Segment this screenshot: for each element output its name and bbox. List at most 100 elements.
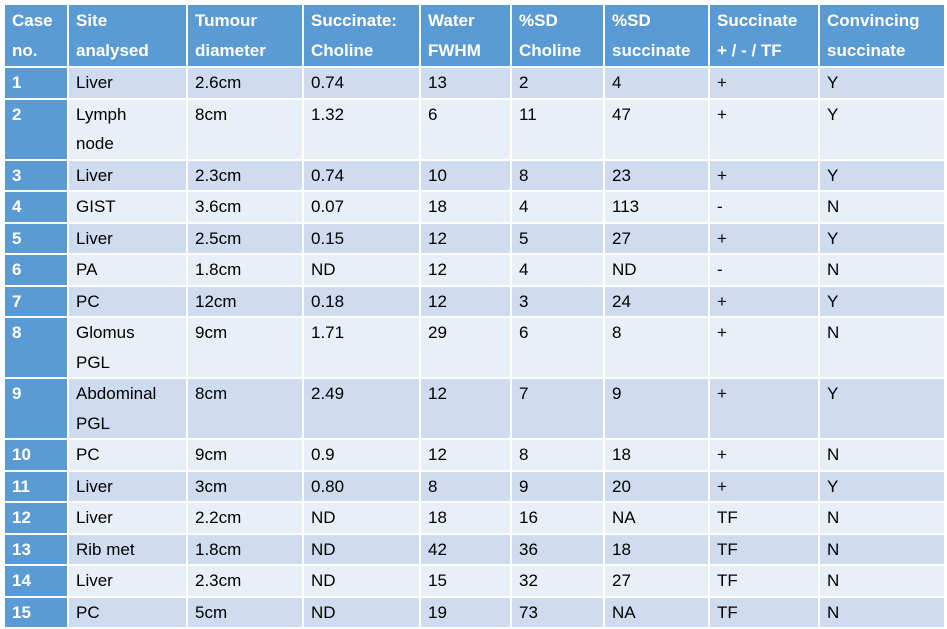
table-cell: Y — [820, 99, 944, 159]
case-number-cell: 9 — [5, 379, 67, 438]
table-cell: 29 — [421, 318, 510, 377]
table-cell: 9 — [512, 471, 603, 501]
table-cell: 6 — [512, 318, 603, 377]
table-cell: N — [820, 318, 944, 377]
case-number-cell: 11 — [5, 471, 67, 501]
table-cell: 8 — [421, 471, 510, 501]
case-number-cell: 14 — [5, 566, 67, 596]
table-cell: 1.32 — [304, 99, 419, 159]
table-cell: Glomus PGL — [69, 318, 186, 377]
table-cell: 73 — [512, 597, 603, 627]
table-cell: + — [710, 471, 818, 501]
table-cell: Liver — [69, 223, 186, 253]
table-cell: 0.74 — [304, 160, 419, 190]
table-cell: 12 — [421, 440, 510, 470]
table-cell: TF — [710, 597, 818, 627]
table-cell: Y — [820, 68, 944, 98]
table-cell: 0.9 — [304, 440, 419, 470]
table-cell: 11 — [512, 99, 603, 159]
table-cell: 27 — [605, 566, 708, 596]
case-number-cell: 10 — [5, 440, 67, 470]
table-cell: N — [820, 255, 944, 285]
table-cell: ND — [605, 255, 708, 285]
table-cell: 12 — [421, 223, 510, 253]
table-cell: - — [710, 255, 818, 285]
table-cell: ND — [304, 597, 419, 627]
page: Case no. Site analysed Tumour diameter Succ… — [5, 5, 944, 627]
table-cell: 0.80 — [304, 471, 419, 501]
table-row: 12 Liver 2.2cm ND 18 16 NA TF N — [5, 503, 944, 533]
table-cell: 10 — [421, 160, 510, 190]
table-cell: 5 — [512, 223, 603, 253]
table-cell: 6 — [421, 99, 510, 159]
table-cell: 1.71 — [304, 318, 419, 377]
table-cell: 2.49 — [304, 379, 419, 438]
table-cell: 42 — [421, 534, 510, 564]
table-cell: PC — [69, 440, 186, 470]
table-cell: 9 — [605, 379, 708, 438]
table-cell: 16 — [512, 503, 603, 533]
table-row: 13 Rib met 1.8cm ND 42 36 18 TF N — [5, 534, 944, 564]
table-cell: 27 — [605, 223, 708, 253]
table-cell: PC — [69, 286, 186, 316]
table-cell: 113 — [605, 192, 708, 222]
table-cell: 0.07 — [304, 192, 419, 222]
table-cell: 4 — [512, 192, 603, 222]
table-cell: 20 — [605, 471, 708, 501]
table-row: 2 Lymph node 8cm 1.32 6 11 47 + Y — [5, 99, 944, 159]
table-cell: 8 — [512, 160, 603, 190]
table-row: 11 Liver 3cm 0.80 8 9 20 + Y — [5, 471, 944, 501]
table-cell: 24 — [605, 286, 708, 316]
case-number-cell: 1 — [5, 68, 67, 98]
table-cell: 8cm — [188, 379, 302, 438]
table-cell: 2.2cm — [188, 503, 302, 533]
table-cell: 15 — [421, 566, 510, 596]
table-cell: + — [710, 440, 818, 470]
header-cell: Tumour diameter — [188, 5, 302, 66]
table-cell: 2 — [512, 68, 603, 98]
case-number-cell: 7 — [5, 286, 67, 316]
table-cell: Abdominal PGL — [69, 379, 186, 438]
table-cell: 1.8cm — [188, 534, 302, 564]
table-cell: Liver — [69, 160, 186, 190]
table-cell: Y — [820, 379, 944, 438]
table-cell: N — [820, 566, 944, 596]
table-row: 7 PC 12cm 0.18 12 3 24 + Y — [5, 286, 944, 316]
case-number-cell: 3 — [5, 160, 67, 190]
table-cell: 18 — [605, 534, 708, 564]
table-cell: ND — [304, 255, 419, 285]
header-cell: Convincing succinate — [820, 5, 944, 66]
header-cell: Water FWHM — [421, 5, 510, 66]
table-cell: 8 — [512, 440, 603, 470]
table-cell: N — [820, 503, 944, 533]
table-cell: 0.74 — [304, 68, 419, 98]
table-cell: 3.6cm — [188, 192, 302, 222]
table-cell: 2.5cm — [188, 223, 302, 253]
header-row: Case no. Site analysed Tumour diameter Succ… — [5, 5, 944, 66]
table-cell: 9cm — [188, 440, 302, 470]
table-cell: Y — [820, 223, 944, 253]
table-row: 1 Liver 2.6cm 0.74 13 2 4 + Y — [5, 68, 944, 98]
table-cell: Rib met — [69, 534, 186, 564]
table-cell: ND — [304, 566, 419, 596]
header-cell: Case no. — [5, 5, 67, 66]
table-row: 10 PC 9cm 0.9 12 8 18 + N — [5, 440, 944, 470]
table-cell: 7 — [512, 379, 603, 438]
table-cell: - — [710, 192, 818, 222]
table-cell: Y — [820, 160, 944, 190]
table-cell: N — [820, 597, 944, 627]
table-cell: + — [710, 286, 818, 316]
table-row: 4 GIST 3.6cm 0.07 18 4 113- N — [5, 192, 944, 222]
table-cell: 0.18 — [304, 286, 419, 316]
table-cell: ND — [304, 503, 419, 533]
table-cell: 18 — [421, 192, 510, 222]
table-cell: 8cm — [188, 99, 302, 159]
table-cell: + — [710, 223, 818, 253]
case-number-cell: 6 — [5, 255, 67, 285]
header-cell: Succinate: Choline — [304, 5, 419, 66]
table-cell: Lymph node — [69, 99, 186, 159]
table-body: 1 Liver 2.6cm 0.74 13 2 4 + Y 2 Lymph node 8cm 1.32 6… — [5, 68, 944, 627]
table-cell: N — [820, 534, 944, 564]
table-cell: + — [710, 160, 818, 190]
table-cell: + — [710, 318, 818, 377]
